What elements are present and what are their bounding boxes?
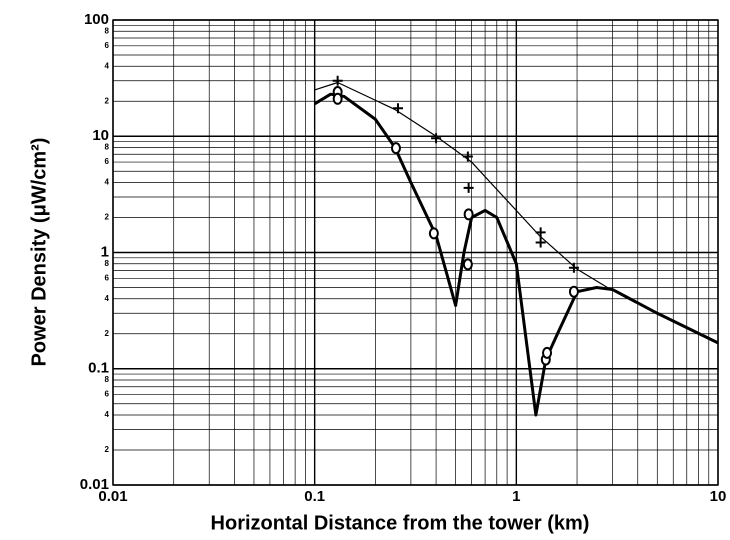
circle-marker [462,258,473,271]
plus-marker [393,103,404,114]
x-tick-label: 10 [710,488,727,505]
y-minor-tick-label: 8 [105,143,110,152]
circle-marker [542,346,553,359]
y-minor-tick-label: 4 [105,178,110,187]
circle-marker [390,142,401,155]
x-tick-label: 0.1 [304,488,325,505]
plus-marker [463,182,474,193]
plus-marker [462,151,473,162]
y-tick-label: 1 [101,243,109,260]
x-tick-label: 1 [512,488,520,505]
plus-marker [568,262,579,273]
y-minor-tick-label: 6 [105,41,110,50]
y-minor-tick-label: 6 [105,273,110,282]
y-minor-tick-label: 2 [105,329,110,338]
plus-marker [535,227,546,238]
circle-marker [463,208,474,221]
y-minor-tick-label: 4 [105,410,110,419]
y-minor-tick-label: 8 [105,26,110,35]
series-line [313,92,719,417]
y-minor-tick-label: 2 [105,445,110,454]
series-line [314,81,613,292]
y-tick-label: 0.1 [88,360,109,377]
plot-frame [112,19,719,486]
y-minor-tick-label: 8 [105,375,110,384]
circle-marker [568,285,579,298]
circle-marker [332,92,343,105]
x-axis-label: Horizontal Distance from the tower (km) [211,512,590,534]
plus-marker [431,133,442,144]
y-minor-tick-label: 4 [105,61,110,70]
x-tick-label: 0.01 [98,488,127,505]
y-tick-label: 10 [92,127,109,144]
y-minor-tick-label: 8 [105,259,110,268]
y-tick-label: 100 [84,11,109,28]
y-minor-tick-label: 2 [105,213,110,222]
plus-marker [535,237,546,248]
y-minor-tick-label: 4 [105,294,110,303]
y-minor-tick-label: 6 [105,157,110,166]
plus-marker [332,75,343,86]
y-axis-label: Power Density (μW/cm²) [28,138,50,367]
y-tick-label: 0.01 [80,476,109,493]
y-minor-tick-label: 6 [105,390,110,399]
circle-marker [428,227,439,240]
y-minor-tick-label: 2 [105,96,110,105]
